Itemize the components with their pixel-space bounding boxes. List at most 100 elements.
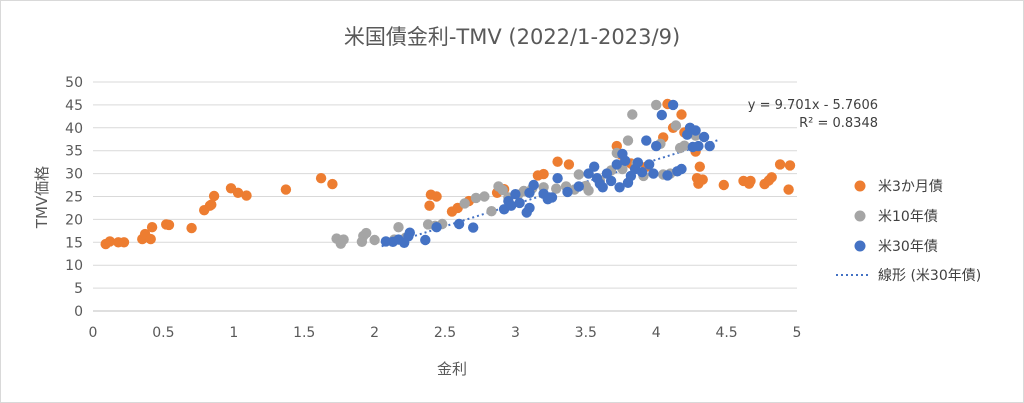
data-point xyxy=(470,192,482,204)
data-point xyxy=(510,189,521,200)
data-point xyxy=(648,168,659,179)
data-point xyxy=(694,161,705,172)
legend-label-trendline: 線形 (米30年債) xyxy=(878,268,981,284)
data-point xyxy=(563,159,575,170)
x-tick-label: 2.5 xyxy=(434,325,456,341)
y-tick-label: 10 xyxy=(65,258,83,274)
data-point xyxy=(186,222,197,234)
y-tick-label: 35 xyxy=(65,144,83,160)
y-axis-title: TMV価格 xyxy=(33,166,51,229)
x-tick-label: 0.5 xyxy=(152,325,174,341)
data-point xyxy=(546,192,558,203)
data-point xyxy=(690,125,701,136)
data-point xyxy=(636,167,648,178)
x-tick-label: 5 xyxy=(793,325,802,341)
data-point xyxy=(528,179,539,191)
data-point xyxy=(420,234,431,246)
x-tick-label: 1 xyxy=(229,325,238,341)
gridlines xyxy=(93,81,797,312)
data-point xyxy=(104,236,116,247)
data-point xyxy=(551,183,562,194)
data-point xyxy=(163,219,175,231)
data-point xyxy=(573,181,584,192)
data-point xyxy=(620,155,631,166)
data-point xyxy=(662,170,673,181)
data-point xyxy=(614,182,625,193)
trendline xyxy=(381,138,720,248)
data-point xyxy=(676,109,687,120)
data-point xyxy=(514,197,525,209)
x-tick-label: 0 xyxy=(89,325,98,341)
data-point xyxy=(369,234,380,246)
data-point xyxy=(718,179,729,191)
data-point xyxy=(676,163,687,175)
x-tick-labels: 0 0.5 1 1.5 2 2.5 3 3.5 4 4.5 5 xyxy=(89,325,802,341)
data-point xyxy=(597,182,608,193)
data-point xyxy=(611,159,622,170)
data-point xyxy=(206,199,217,210)
data-point xyxy=(146,222,158,233)
y-tick-label: 5 xyxy=(74,281,83,297)
data-point xyxy=(783,184,794,195)
data-point xyxy=(641,135,652,146)
x-tick-label: 4 xyxy=(652,325,661,341)
data-point xyxy=(573,169,584,180)
chart-title: 米国債金利-TMV (2022/1-2023/9) xyxy=(344,25,680,49)
x-tick-label: 1.5 xyxy=(293,325,315,341)
data-point xyxy=(232,187,244,198)
data-point xyxy=(670,120,682,131)
data-point xyxy=(562,186,573,198)
data-point xyxy=(118,237,130,248)
data-point xyxy=(145,233,156,245)
data-point xyxy=(698,131,710,143)
legend-label-3m: 米3か月債 xyxy=(878,179,943,195)
y-tick-label: 25 xyxy=(65,190,83,206)
data-point xyxy=(431,191,442,202)
data-point xyxy=(424,200,435,211)
y-tick-label: 15 xyxy=(65,235,83,251)
data-point xyxy=(745,175,756,187)
data-point xyxy=(404,227,415,238)
trendline-layer xyxy=(381,138,720,248)
data-point xyxy=(453,218,465,230)
legend-item-10y: 米10年債 xyxy=(854,209,938,225)
data-point xyxy=(241,190,252,201)
x-tick-label: 3.5 xyxy=(575,325,597,341)
data-point xyxy=(651,99,662,111)
data-point xyxy=(280,184,292,195)
data-point xyxy=(632,157,644,168)
data-point xyxy=(774,159,786,170)
data-point xyxy=(583,185,594,196)
x-axis-title: 金利 xyxy=(437,360,467,378)
data-point xyxy=(704,140,715,152)
trendline-r2: R² = 0.8348 xyxy=(799,116,878,131)
data-point xyxy=(393,222,404,233)
data-point xyxy=(506,200,517,211)
series-2 xyxy=(380,99,715,248)
data-point xyxy=(651,140,662,152)
data-point xyxy=(479,191,490,202)
data-point xyxy=(524,202,535,214)
data-point xyxy=(622,135,634,146)
data-point xyxy=(627,109,638,120)
data-point xyxy=(766,172,777,183)
y-tick-label: 30 xyxy=(65,167,83,183)
data-point xyxy=(552,156,563,167)
data-point xyxy=(605,175,617,187)
data-point xyxy=(583,168,594,179)
data-point xyxy=(697,174,708,185)
y-tick-label: 0 xyxy=(74,304,83,320)
data-point xyxy=(538,168,549,180)
data-point xyxy=(524,187,535,198)
data-point xyxy=(589,161,600,172)
y-tick-label: 45 xyxy=(65,98,83,114)
legend-marker-10y xyxy=(854,210,866,222)
data-point xyxy=(784,160,796,171)
data-point xyxy=(431,222,442,233)
trendline-equation: y = 9.701x - 5.7606 xyxy=(748,98,878,113)
legend-label-30y: 米30年債 xyxy=(878,239,938,255)
data-point xyxy=(552,173,563,184)
y-tick-labels: 0 5 10 15 20 25 30 35 40 45 50 xyxy=(65,75,83,320)
x-tick-label: 4.5 xyxy=(715,325,737,341)
